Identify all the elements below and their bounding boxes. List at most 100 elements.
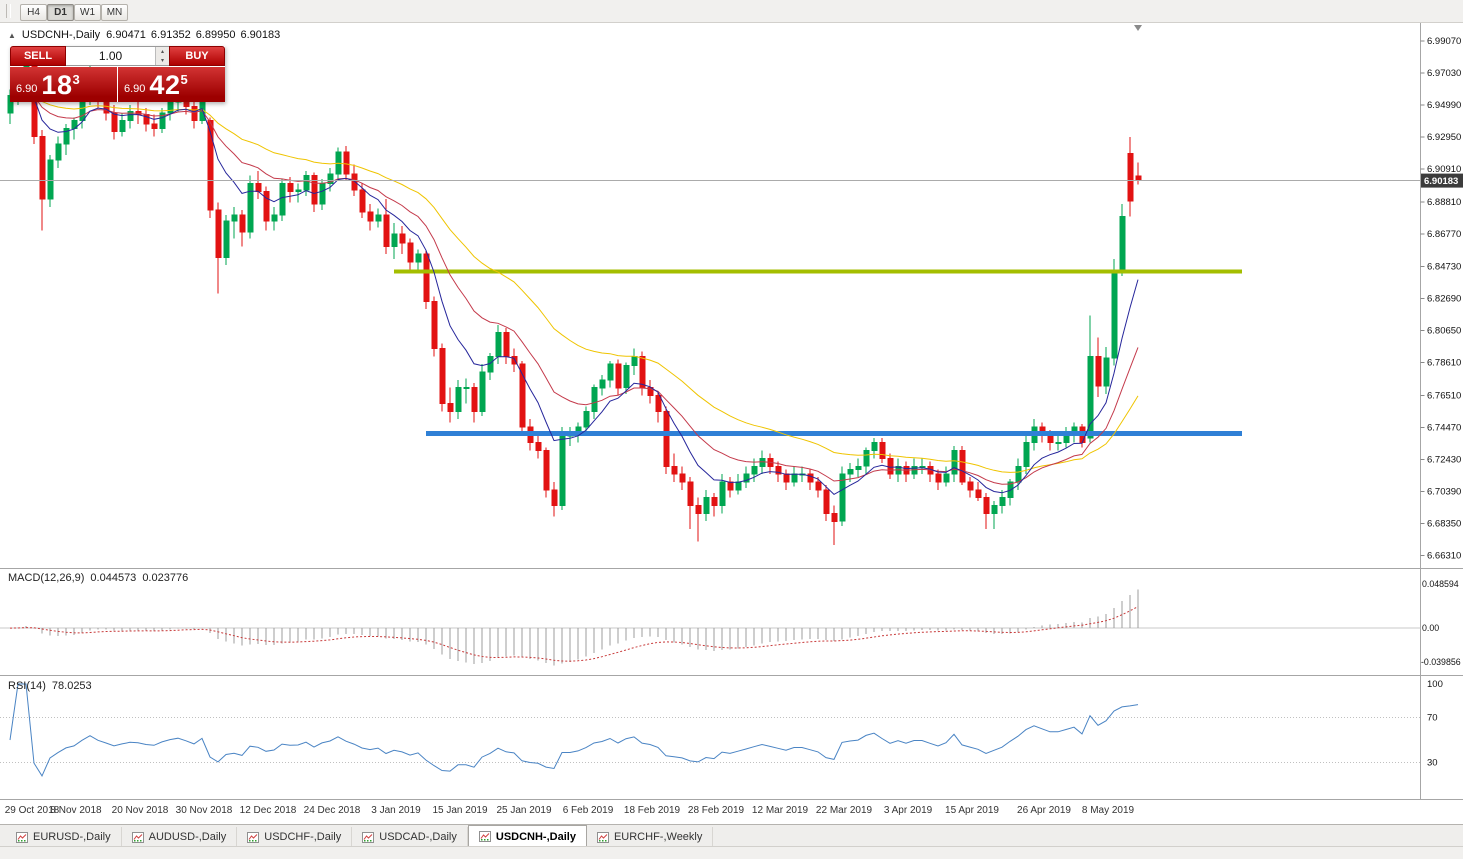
- sell-price-point: 3: [72, 72, 80, 87]
- spinner-up-button[interactable]: ▴: [156, 47, 169, 56]
- svg-text:3 Apr 2019: 3 Apr 2019: [884, 805, 933, 816]
- one-click-top-row: SELL ▴ ▾ BUY: [10, 46, 225, 66]
- svg-text:100: 100: [1427, 679, 1443, 690]
- chart-tab-eurusd[interactable]: EURUSD-,Daily: [6, 827, 122, 847]
- volume-spinner: ▴ ▾: [155, 47, 169, 65]
- svg-text:30 Nov 2018: 30 Nov 2018: [176, 805, 233, 816]
- timeframe-toolbar: H4 D1 W1 MN: [0, 0, 1463, 23]
- macd-name: MACD(12,26,9): [8, 572, 85, 584]
- one-click-price-row: 6.90 18 3 6.90 42 5: [10, 67, 225, 102]
- svg-text:18 Feb 2019: 18 Feb 2019: [624, 805, 681, 816]
- buy-price-big-figure: 6.90: [124, 83, 146, 95]
- candles-layer: [7, 61, 1142, 545]
- ohlc-close: 6.90183: [240, 29, 281, 41]
- svg-text:6.94990: 6.94990: [1427, 100, 1461, 111]
- chart-tab-usdcnh[interactable]: USDCNH-,Daily: [467, 825, 587, 847]
- buy-price-point: 5: [180, 72, 188, 87]
- ohlc-open: 6.90471: [106, 29, 146, 41]
- buy-price-display[interactable]: 6.90 42 5: [118, 67, 225, 102]
- svg-text:28 Feb 2019: 28 Feb 2019: [688, 805, 745, 816]
- chart-title: ▲ USDCNH-,Daily 6.90471 6.91352 6.89950 …: [8, 29, 280, 41]
- chart-tab-usdchf[interactable]: USDCHF-,Daily: [237, 827, 353, 847]
- chart-canvas[interactable]: 6.99070 6.97030 6.94990 6.92950 6.90910 6.888…: [0, 0, 1463, 824]
- svg-text:26 Apr 2019: 26 Apr 2019: [1017, 805, 1071, 816]
- tab-label: EURCHF-,Weekly: [613, 831, 703, 843]
- svg-text:12 Dec 2018: 12 Dec 2018: [240, 805, 297, 816]
- svg-text:20 Nov 2018: 20 Nov 2018: [112, 805, 169, 816]
- svg-text:6.66310: 6.66310: [1427, 551, 1461, 562]
- ohlc-low: 6.89950: [195, 29, 236, 41]
- chart-thumbnail-icon: [16, 831, 28, 843]
- horizontal-level-lines[interactable]: [394, 269, 1242, 436]
- collapse-triangle-icon[interactable]: ▲: [8, 30, 16, 40]
- rsi-indicator-label: RSI(14) 78.0253: [8, 680, 92, 692]
- tab-label: USDCHF-,Daily: [264, 831, 342, 843]
- rsi-pane: 100 70 30: [0, 679, 1443, 777]
- macd-indicator-label: MACD(12,26,9) 0.044573 0.023776: [8, 572, 188, 584]
- pane-separators: [0, 22, 1463, 800]
- tab-label: USDCNH-,Daily: [495, 830, 576, 843]
- buy-button[interactable]: BUY: [169, 46, 225, 66]
- price-scale[interactable]: 6.99070 6.97030 6.94990 6.92950 6.90910 6.888…: [1420, 36, 1463, 562]
- mid-ma: [9, 90, 1139, 485]
- volume-input[interactable]: [66, 47, 155, 65]
- svg-text:22 Mar 2019: 22 Mar 2019: [816, 805, 873, 816]
- slow-ma: [9, 92, 1139, 473]
- chart-tab-usdcad[interactable]: USDCAD-,Daily: [352, 827, 468, 847]
- svg-text:12 Mar 2019: 12 Mar 2019: [752, 805, 809, 816]
- sell-price-display[interactable]: 6.90 18 3: [10, 67, 117, 102]
- svg-text:6.84730: 6.84730: [1427, 261, 1461, 272]
- timeframe-button-group: H4 D1 W1 MN: [20, 2, 128, 21]
- chart-tab-audusd[interactable]: AUDUSD-,Daily: [122, 827, 238, 847]
- chart-symbol-label: USDCNH-,Daily: [21, 29, 101, 41]
- macd-signal-value: 0.023776: [142, 572, 189, 584]
- svg-text:6.92950: 6.92950: [1427, 132, 1461, 143]
- sell-button[interactable]: SELL: [10, 46, 66, 66]
- svg-text:6.97030: 6.97030: [1427, 68, 1461, 79]
- chart-tab-eurchf[interactable]: EURCHF-,Weekly: [587, 827, 714, 847]
- svg-text:15 Apr 2019: 15 Apr 2019: [945, 805, 999, 816]
- svg-text:6.88810: 6.88810: [1427, 197, 1461, 208]
- svg-text:6.76510: 6.76510: [1427, 390, 1461, 401]
- svg-text:6.74470: 6.74470: [1427, 423, 1461, 434]
- tab-label: AUDUSD-,Daily: [148, 831, 227, 843]
- toolbar-drag-handle[interactable]: [6, 4, 11, 18]
- tab-label: USDCAD-,Daily: [379, 831, 457, 843]
- timeframe-button-mn[interactable]: MN: [101, 3, 128, 21]
- svg-text:-0.039856: -0.039856: [1421, 657, 1461, 667]
- moving-averages-layer: [9, 85, 1139, 496]
- svg-text:8 May 2019: 8 May 2019: [1082, 805, 1135, 816]
- current-price-badge: [1421, 173, 1463, 188]
- chart-thumbnail-icon: [247, 831, 260, 843]
- svg-text:6.68350: 6.68350: [1427, 519, 1461, 530]
- svg-text:6.90183: 6.90183: [1424, 176, 1458, 187]
- svg-text:29 Oct 2018: 29 Oct 2018: [5, 805, 60, 816]
- svg-text:6.78610: 6.78610: [1427, 357, 1461, 368]
- chart-thumbnail-icon: [131, 831, 144, 843]
- svg-text:0.00: 0.00: [1422, 623, 1439, 633]
- tab-label: EURUSD-,Daily: [33, 831, 111, 843]
- sell-price-big-figure: 6.90: [16, 83, 38, 95]
- spinner-down-button[interactable]: ▾: [156, 56, 169, 65]
- svg-text:6.80650: 6.80650: [1427, 325, 1461, 336]
- svg-text:6.70390: 6.70390: [1427, 487, 1461, 498]
- macd-pane: 0.048594 0.00 -0.039856: [0, 579, 1461, 667]
- chart-tab-bar: EURUSD-,Daily AUDUSD-,Daily USDCHF-,Daily U…: [0, 824, 1463, 847]
- ohlc-readout: 6.90471 6.91352 6.89950 6.90183: [106, 29, 280, 41]
- timeframe-button-h4[interactable]: H4: [20, 3, 47, 21]
- svg-text:6.86770: 6.86770: [1427, 229, 1461, 240]
- svg-text:24 Dec 2018: 24 Dec 2018: [304, 805, 361, 816]
- fast-ma: [9, 85, 1139, 496]
- svg-text:6.82690: 6.82690: [1427, 293, 1461, 304]
- scroll-position-marker-icon: [1134, 25, 1142, 31]
- svg-text:6.72430: 6.72430: [1427, 455, 1461, 466]
- svg-text:6 Feb 2019: 6 Feb 2019: [563, 805, 614, 816]
- sell-price-pips: 18: [41, 70, 73, 101]
- chart-thumbnail-icon: [362, 831, 375, 843]
- timeframe-button-d1[interactable]: D1: [47, 3, 74, 21]
- one-click-trading-panel: SELL ▴ ▾ BUY 6.90 18 3 6.90 42 5: [10, 46, 225, 102]
- timeframe-button-w1[interactable]: W1: [74, 3, 101, 21]
- buy-price-pips: 42: [149, 70, 181, 101]
